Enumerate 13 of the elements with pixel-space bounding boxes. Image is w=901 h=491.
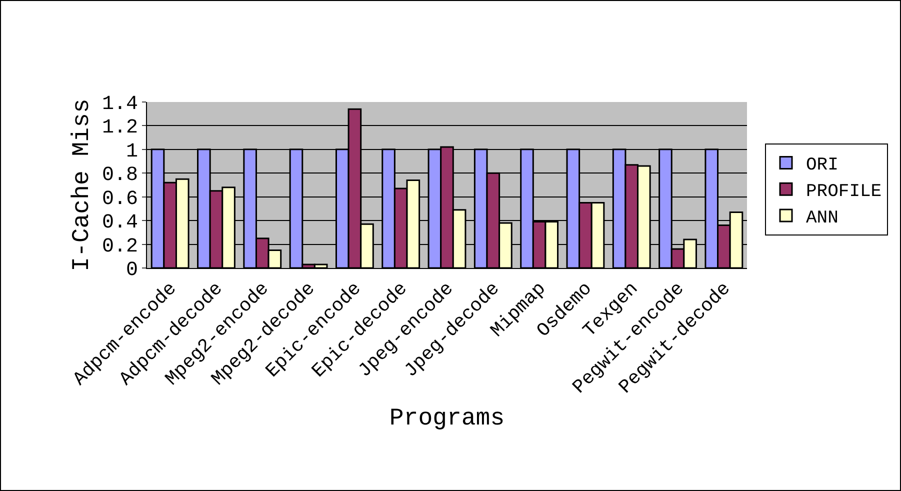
y-tick-label: 1 xyxy=(126,140,138,164)
y-tick-label: 1.2 xyxy=(102,116,138,140)
x-axis-title: Programs xyxy=(389,405,505,432)
y-tick-label: 0.6 xyxy=(102,188,138,211)
y-tick-label: 0.4 xyxy=(102,212,138,235)
legend-label: ORI xyxy=(806,156,838,176)
y-tick-label: 1.4 xyxy=(102,93,138,116)
y-tick-label: 0.2 xyxy=(102,235,138,258)
y-axis-title: I-Cache Miss xyxy=(69,98,96,272)
y-tick-label: 0.8 xyxy=(102,164,138,188)
legend-label: PROFILE xyxy=(806,182,882,202)
y-tick-label: 0 xyxy=(126,259,138,282)
legend-label: ANN xyxy=(806,208,838,229)
